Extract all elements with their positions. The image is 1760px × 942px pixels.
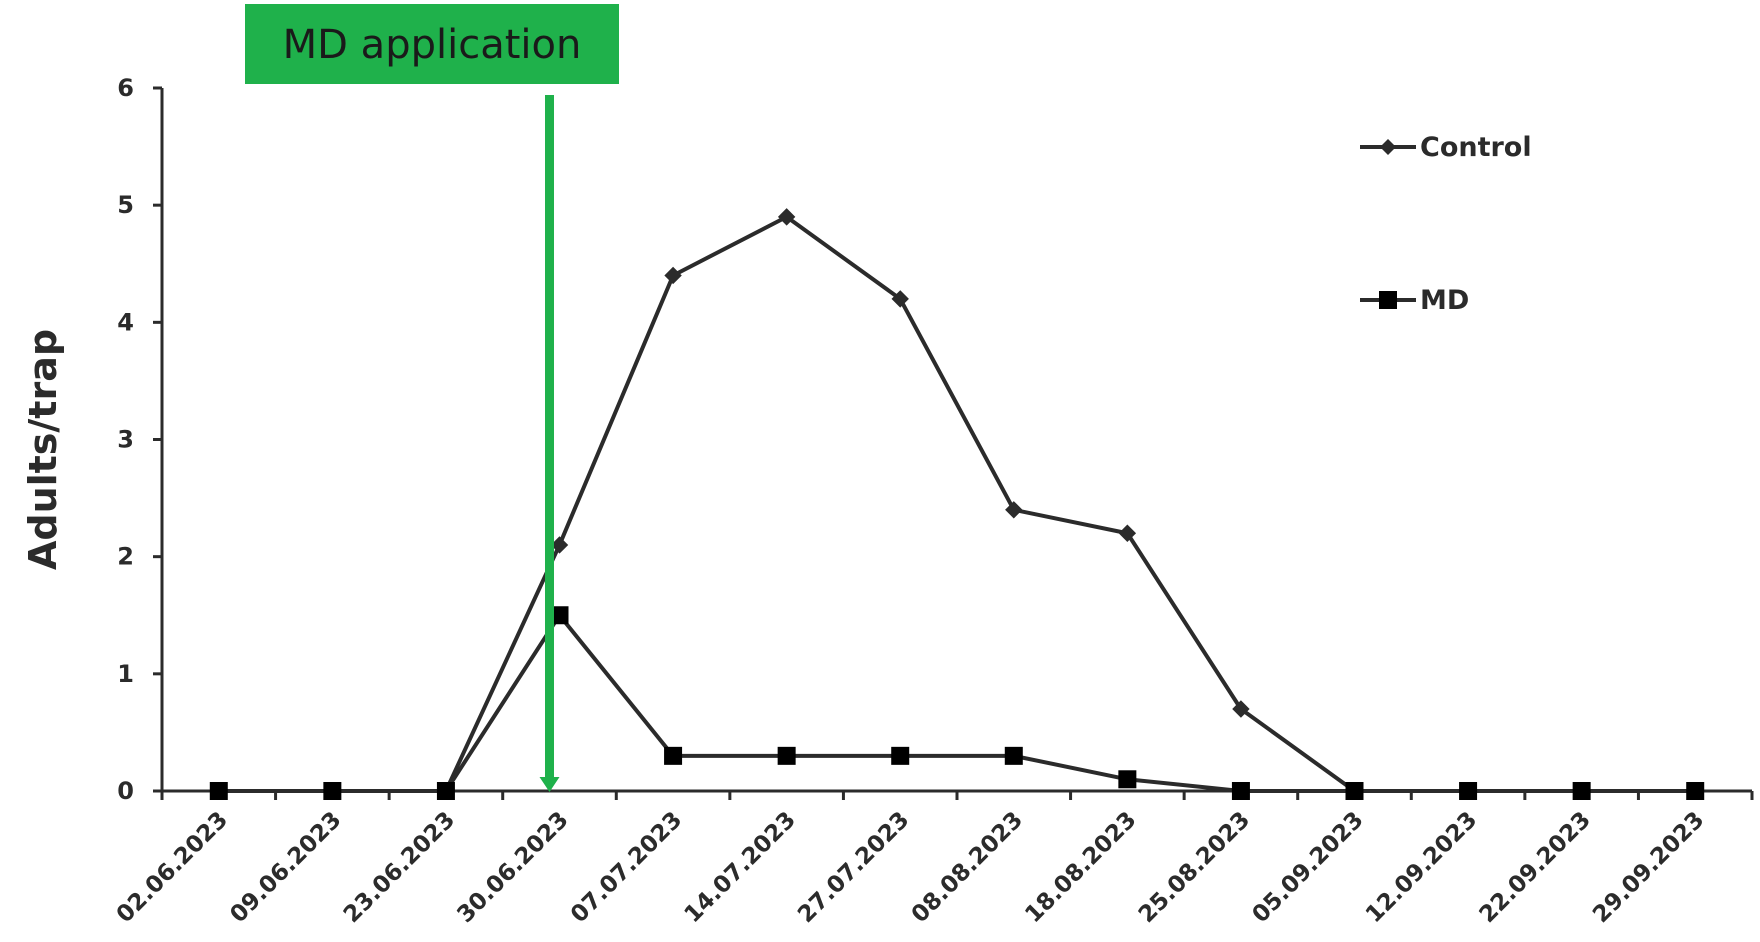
x-tick-label: 30.06.2023 (452, 807, 573, 928)
y-tick-label: 3 (117, 426, 134, 454)
data-point-md (1459, 782, 1478, 800)
data-point-control (777, 208, 796, 226)
y-tick-label: 1 (117, 660, 134, 688)
x-tick-label: 25.08.2023 (1134, 807, 1255, 928)
data-point-md (436, 782, 455, 800)
data-point-md (1686, 782, 1705, 800)
x-tick-label: 05.09.2023 (1247, 807, 1368, 928)
md-application-annotation: MD application (245, 4, 619, 792)
annotation-label: MD application (283, 22, 582, 68)
data-point-control (891, 290, 909, 308)
data-point-control (1232, 700, 1250, 718)
data-point-md (209, 782, 228, 800)
legend-marker-control (1380, 139, 1396, 155)
data-point-control (1118, 524, 1137, 542)
x-tick-label: 22.09.2023 (1475, 807, 1596, 928)
data-point-md (1231, 782, 1250, 800)
legend-label-md: MD (1420, 285, 1469, 316)
data-point-control (550, 536, 569, 554)
data-point-md (777, 746, 796, 765)
x-tick-label: 02.06.2023 (112, 807, 233, 928)
data-point-md (1004, 746, 1023, 765)
data-point-md (1572, 782, 1591, 800)
y-tick-label: 6 (117, 74, 134, 102)
data-point-md (550, 606, 569, 625)
series-line-control (218, 214, 1696, 793)
data-point-control (1005, 501, 1023, 519)
annotation-box (245, 4, 619, 84)
x-tick-label: 08.08.2023 (907, 807, 1028, 928)
y-axis-label: Adults/trap (21, 329, 65, 570)
data-point-md (891, 746, 910, 765)
x-tick-label: 12.09.2023 (1361, 807, 1482, 928)
y-tick-label: 4 (117, 308, 134, 336)
x-tick-label: 27.07.2023 (793, 807, 914, 928)
x-tick-label: 14.07.2023 (680, 807, 801, 928)
x-tick-label: 07.07.2023 (566, 807, 687, 928)
x-tick-label: 29.09.2023 (1588, 807, 1709, 928)
data-point-md (1345, 782, 1364, 800)
annotation-arrow-head (539, 777, 560, 792)
x-tick-label: 09.06.2023 (225, 807, 346, 928)
legend: Control MD (1360, 132, 1532, 316)
series-lines (218, 214, 1696, 793)
data-point-md (664, 746, 683, 765)
y-tick-label: 0 (117, 777, 134, 805)
y-ticks: 0 1 2 3 4 5 6 (117, 74, 162, 805)
legend-marker-md (1379, 291, 1397, 309)
series-line-md (218, 613, 1696, 793)
data-point-control (664, 266, 682, 285)
y-tick-label: 5 (117, 191, 134, 219)
data-point-md (1118, 770, 1137, 789)
data-point-md (323, 782, 342, 800)
x-tick-label: 23.06.2023 (339, 807, 460, 928)
series-markers (209, 208, 1705, 800)
x-ticks: 02.06.202309.06.202323.06.202330.06.2023… (112, 791, 1754, 928)
y-tick-label: 2 (117, 543, 134, 571)
x-tick-label: 18.08.2023 (1020, 807, 1141, 928)
legend-label-control: Control (1420, 132, 1532, 163)
